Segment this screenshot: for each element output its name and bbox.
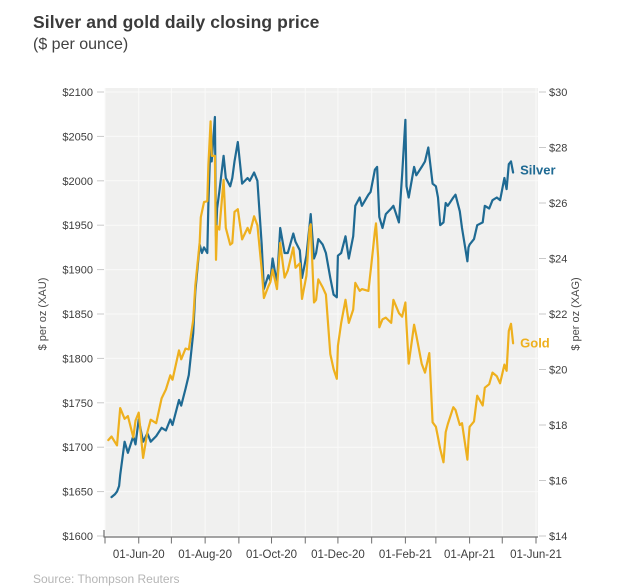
right-axis-tick-label: $14 [549, 531, 567, 543]
left-axis-tick-label: $1600 [62, 531, 93, 543]
left-axis-tick-label: $2000 [62, 176, 93, 188]
chart-title: Silver and gold daily closing price [33, 12, 320, 32]
x-axis-tick-label: 01-Oct-20 [246, 549, 297, 561]
x-axis-tick-label: 01-Jun-21 [510, 549, 562, 561]
left-axis-tick-label: $1650 [62, 487, 93, 499]
left-axis-tick-label: $1950 [62, 220, 93, 232]
x-axis-tick-label: 01-Apr-21 [444, 549, 495, 561]
x-axis-tick-label: 01-Dec-20 [311, 549, 365, 561]
right-axis-tick-label: $30 [549, 87, 567, 99]
gold-series-line [107, 120, 515, 464]
right-axis-tick-label: $24 [549, 254, 567, 266]
left-axis-tick-label: $1800 [62, 353, 93, 365]
right-axis-tick-label: $26 [549, 198, 567, 210]
right-axis-tick-label: $16 [549, 476, 567, 488]
left-axis-tick-label: $2100 [62, 87, 93, 99]
plot-area [105, 88, 538, 537]
left-axis-tick-label: $2050 [62, 131, 93, 143]
x-axis-tick-label: 01-Jun-20 [113, 549, 165, 561]
left-axis-title: $ per oz (XAU) [37, 278, 49, 351]
source-note: Source: Thompson Reuters [33, 572, 180, 586]
left-axis-tick-label: $1900 [62, 265, 93, 277]
right-axis-title: $ per oz (XAG) [570, 277, 582, 350]
left-axis-tick-label: $1700 [62, 442, 93, 454]
right-axis-tick-label: $18 [549, 420, 567, 432]
left-axis-tick-label: $1750 [62, 398, 93, 410]
silver-series-label: Silver [520, 162, 555, 177]
silver-series-line [110, 115, 515, 499]
gold-series-label: Gold [520, 335, 550, 350]
left-axis-tick-label: $1850 [62, 309, 93, 321]
chart-subtitle: ($ per ounce) [33, 36, 129, 53]
x-axis-tick-label: 01-Aug-20 [178, 549, 232, 561]
right-axis-tick-label: $22 [549, 309, 567, 321]
right-axis-tick-label: $28 [549, 143, 567, 155]
x-axis-tick-label: 01-Feb-21 [379, 549, 432, 561]
right-axis-tick-label: $20 [549, 365, 567, 377]
